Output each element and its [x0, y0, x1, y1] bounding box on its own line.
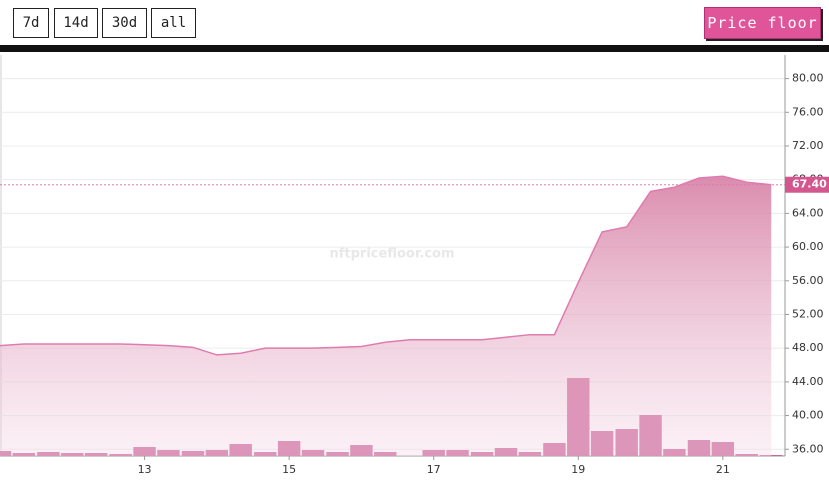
current-price-label: 67.40: [792, 178, 827, 191]
divider-bar: [0, 45, 829, 52]
y-tick-label: 40.00: [792, 409, 824, 422]
x-tick-label: 13: [138, 463, 152, 476]
price-line: [0, 175, 772, 356]
range-button[interactable]: 7d: [13, 8, 49, 38]
range-button[interactable]: 14d: [54, 8, 98, 38]
y-tick-label: 44.00: [792, 375, 824, 388]
watermark: nftpricefloor.com: [330, 247, 455, 262]
y-tick-label: 56.00: [792, 274, 824, 287]
y-tick-label: 76.00: [792, 105, 824, 118]
range-button[interactable]: all: [151, 8, 196, 38]
price-area: [0, 176, 772, 457]
price-floor-button[interactable]: Price floor: [704, 7, 821, 39]
y-tick-label: 52.00: [792, 307, 824, 320]
y-tick-label: 72.00: [792, 139, 824, 152]
x-tick-label: 15: [282, 463, 296, 476]
x-tick-label: 21: [716, 463, 730, 476]
y-tick-label: 64.00: [792, 206, 824, 219]
x-tick-label: 17: [427, 463, 441, 476]
y-tick-label: 60.00: [792, 240, 824, 253]
y-tick-label: 80.00: [792, 72, 824, 85]
range-button[interactable]: 30d: [102, 8, 147, 38]
x-tick-label: 19: [571, 463, 585, 476]
current-price-tag: [785, 176, 829, 193]
y-tick-label: 36.00: [792, 442, 824, 455]
y-tick-label: 48.00: [792, 341, 824, 354]
